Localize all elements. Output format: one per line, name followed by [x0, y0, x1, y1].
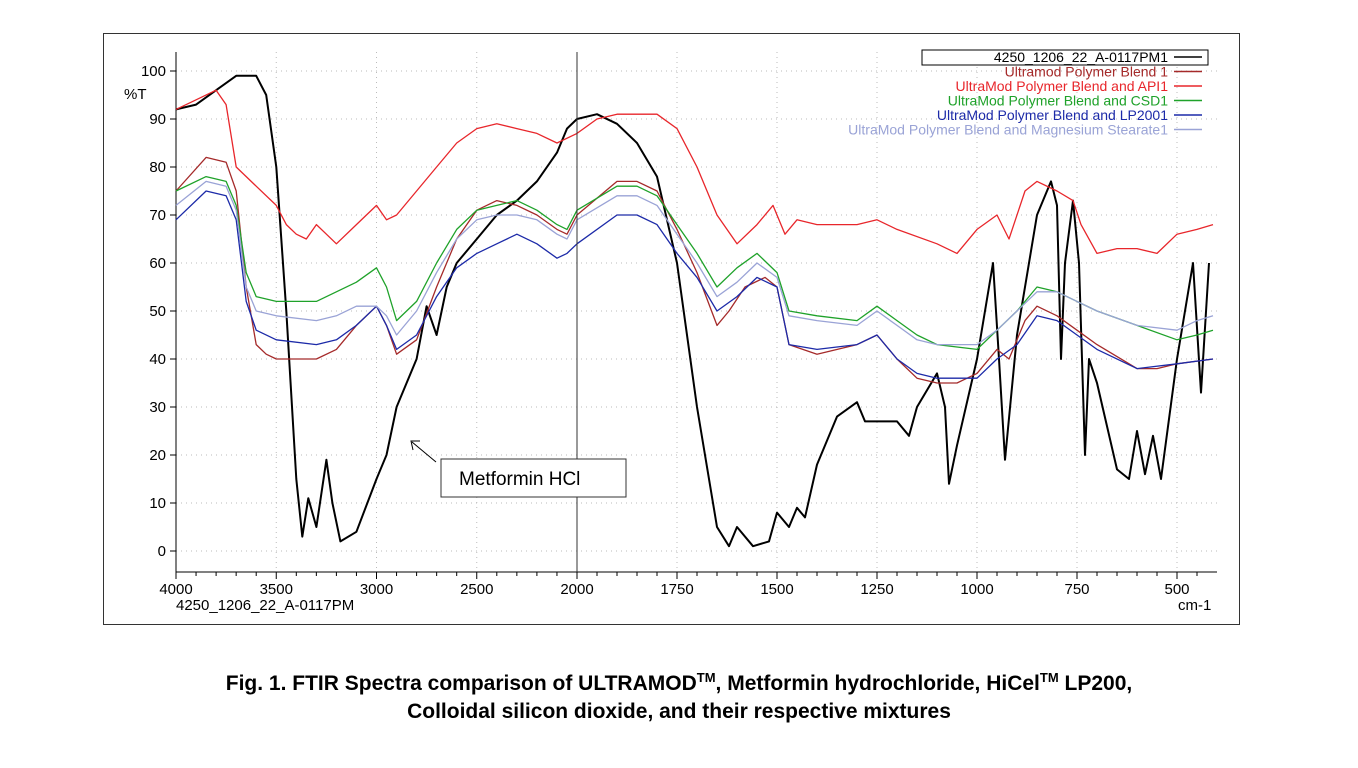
series-line-6 [175, 180, 1214, 346]
x-tick-label: 3000 [360, 581, 393, 598]
caption-text: , Metformin hydrochloride, HiCel [715, 672, 1040, 695]
legend-label: 4250_1206_22_A-0117PM1 [994, 49, 1168, 65]
trademark: TM [696, 670, 716, 685]
ftir-chart: 0 10 20 30 40 50 60 70 80 90 100 4000 3500 3000 2500 20… [124, 49, 1217, 614]
y-tick-label: 100 [141, 63, 166, 80]
caption-text: Fig. 1. FTIR Spectra comparison of ULTRA… [225, 672, 697, 695]
x-tick-label: 500 [1164, 581, 1189, 598]
x-tick-label: 1750 [660, 581, 693, 598]
x-tick-label: 4000 [159, 581, 192, 598]
y-tick-label: 60 [149, 255, 166, 272]
x-axis-sublabel: 4250_1206_22_A-0117PM [176, 597, 354, 614]
axes: 0 10 20 30 40 50 60 70 80 90 100 4000 3500 3000 2500 20… [141, 52, 1217, 598]
y-tick-label: 30 [149, 399, 166, 416]
series-group [175, 74, 1214, 548]
x-tick-label: 2500 [460, 581, 493, 598]
y-tick-label: 80 [149, 159, 166, 176]
trademark: TM [1039, 670, 1059, 685]
legend-label: Ultramod Polymer Blend 1 [1005, 64, 1169, 80]
caption-line-2: Colloidal silicon dioxide, and their res… [407, 700, 951, 723]
caption-line-1: Fig. 1. FTIR Spectra comparison of ULTRA… [0, 664, 1358, 698]
y-tick-label: 40 [149, 351, 166, 368]
figure-caption: Fig. 1. FTIR Spectra comparison of ULTRA… [0, 664, 1358, 726]
series-line-5 [175, 190, 1214, 379]
x-tick-label: 1000 [960, 581, 993, 598]
annotation-arrow [411, 441, 437, 463]
x-tick-label: 3500 [260, 581, 293, 598]
arrow-head-icon [410, 440, 420, 451]
y-tick-label: 70 [149, 207, 166, 224]
x-tick-label: 1250 [860, 581, 893, 598]
x-axis-label: cm-1 [1178, 597, 1211, 614]
legend-highlight [921, 49, 1209, 66]
y-tick-label: 0 [158, 543, 166, 560]
x-tick-label: 750 [1064, 581, 1089, 598]
y-tick-label: 10 [149, 495, 166, 512]
y-axis-label: %T [124, 86, 147, 103]
y-tick-label: 90 [149, 111, 166, 128]
caption-text: LP200, [1058, 672, 1133, 695]
x-tick-label: 1500 [760, 581, 793, 598]
legend-label: UltraMod Polymer Blend and LP2001 [937, 107, 1168, 123]
chart-frame [103, 33, 1240, 625]
legend-label: UltraMod Polymer Blend and CSD1 [948, 93, 1168, 109]
y-tick-label: 20 [149, 447, 166, 464]
series-line-1 [175, 74, 1210, 548]
x-tick-label: 2000 [560, 581, 593, 598]
series-line-3 [175, 89, 1214, 255]
legend-label: UltraMod Polymer Blend and Magnesium Ste… [848, 122, 1168, 138]
annotation-text: Metformin HCl [459, 469, 580, 490]
legend-label: UltraMod Polymer Blend and API1 [956, 78, 1169, 94]
annotation: Metformin HCl [410, 440, 627, 498]
y-tick-label: 50 [149, 303, 166, 320]
annotation-box [440, 458, 627, 498]
